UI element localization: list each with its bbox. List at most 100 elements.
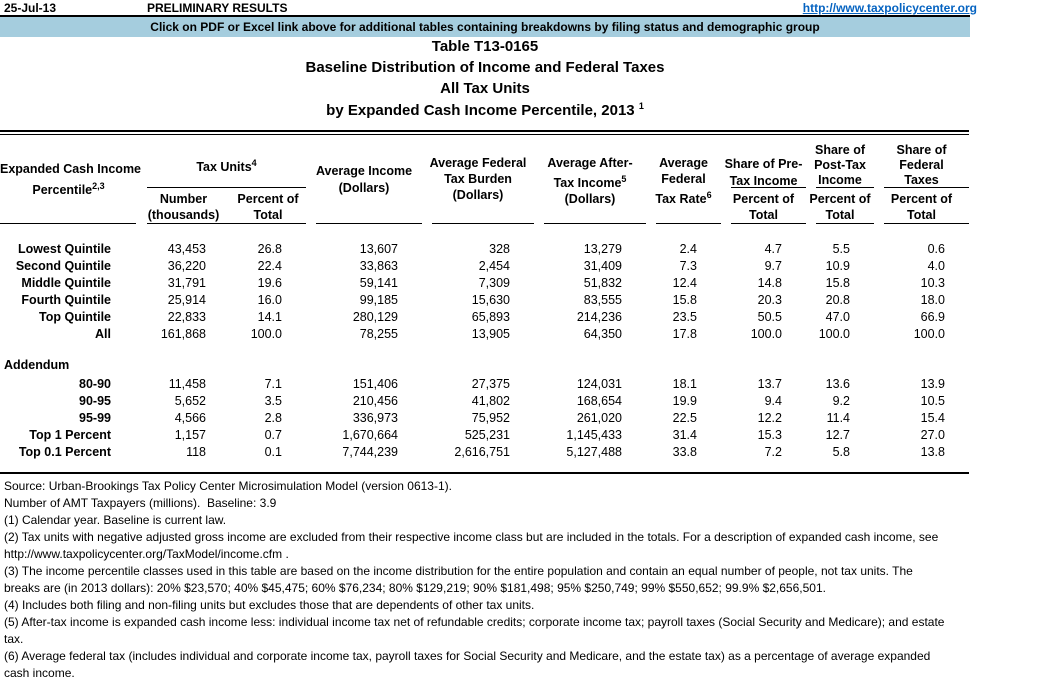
column-header-average-federal-tax-burden: Average Federal Tax Burden (Dollars): [429, 156, 527, 202]
row-label: All: [95, 326, 111, 341]
addendum-rows: 80-90 11,458 7.1 151,406 27,375 124,031 18.1 13…: [0, 375, 969, 460]
column-header-pretax-percent-of-total: Percent of Total: [732, 192, 795, 222]
cell-value: 11,458: [168, 376, 206, 391]
cell-value: 2.4: [679, 241, 697, 256]
footnote: Number of AMT Taxpayers (millions). Base…: [4, 496, 277, 510]
cell-value: 4.7: [764, 241, 782, 256]
cell-value: 100.0: [750, 326, 782, 341]
cell-value: 100.0: [913, 326, 945, 341]
tax-units-group-underline: [147, 187, 306, 188]
cell-value: 168,654: [576, 393, 622, 408]
table-subtitle-text: by Expanded Cash Income Percentile, 2013: [326, 102, 635, 119]
cell-value: 4,566: [174, 410, 206, 425]
cell-value: 15,630: [471, 292, 510, 307]
table-main-title: Baseline Distribution of Income and Fede…: [305, 59, 665, 76]
cell-value: 210,456: [352, 393, 398, 408]
cell-value: 36,220: [167, 258, 206, 273]
table-top-border-inner: [0, 134, 969, 135]
cell-value: 20.8: [825, 292, 850, 307]
table-subtitle-percentile: by Expanded Cash Income Percentile, 2013…: [0, 101, 970, 119]
cell-value: 2.8: [264, 410, 282, 425]
cell-value: 27.0: [920, 427, 945, 442]
cell-value: 4.0: [927, 258, 945, 273]
cell-value: 100.0: [250, 326, 282, 341]
table-bottom-border: [0, 472, 969, 474]
header-underline-rate: [656, 223, 721, 224]
share-pretax-group-underline: [731, 187, 806, 188]
share-fedtax-group-underline: [884, 187, 969, 188]
cell-value: 23.5: [672, 309, 697, 324]
cell-value: 25,914: [167, 292, 206, 307]
cell-value: 100.0: [818, 326, 850, 341]
cell-value: 19.9: [672, 393, 697, 408]
main-rows: Lowest Quintile 43,453 26.8 13,607 328 13,279…: [0, 240, 969, 342]
cell-value: 0.7: [264, 427, 282, 442]
cell-value: 9.4: [764, 393, 782, 408]
group-header-share-posttax-income: Share of Post-Tax Income: [814, 143, 866, 187]
cell-value: 16.0: [257, 292, 282, 307]
cell-value: 75,952: [471, 410, 510, 425]
info-banner: Click on PDF or Excel link above for add…: [0, 15, 970, 37]
cell-value: 43,453: [167, 241, 206, 256]
cell-value: 280,129: [352, 309, 398, 324]
footnote: (4) Includes both filing and non-filing …: [4, 598, 535, 612]
cell-value: 15.8: [825, 275, 850, 290]
footnote-ref-4: 4: [251, 158, 257, 168]
cell-value: 2,454: [478, 258, 510, 273]
cell-value: 65,893: [471, 309, 510, 324]
cell-value: 64,350: [583, 326, 622, 341]
column-header-number-thousands: Number (thousands): [147, 192, 220, 222]
cell-value: 336,973: [352, 410, 398, 425]
footnote-ref-5: 5: [621, 174, 627, 184]
column-header-posttax-percent-of-total: Percent of Total: [809, 192, 871, 222]
footnotes-section: Source: Urban-Brookings Tax Policy Cente…: [4, 478, 1062, 682]
cell-value: 15.8: [672, 292, 697, 307]
footnote: (2) Tax units with negative adjusted gro…: [4, 530, 939, 561]
column-header-average-income: Average Income (Dollars): [315, 164, 413, 195]
report-date: 25-Jul-13: [4, 1, 57, 15]
cell-value: 5,652: [174, 393, 206, 408]
cell-value: 26.8: [257, 241, 282, 256]
cell-value: 15.3: [757, 427, 782, 442]
cell-value: 10.5: [920, 393, 945, 408]
footnote: (6) Average federal tax (includes indivi…: [4, 649, 931, 680]
cell-value: 33.8: [672, 444, 697, 459]
table-top-border-outer: [0, 130, 969, 132]
group-header-share-federal-taxes: Share of Federal Taxes: [896, 143, 947, 187]
cell-value: 78,255: [359, 326, 398, 341]
cell-value: 99,185: [359, 292, 398, 307]
cell-value: 17.8: [672, 326, 697, 341]
cell-value: 0.1: [264, 444, 282, 459]
cell-value: 47.0: [825, 309, 850, 324]
taxpolicycenter-link[interactable]: http://www.taxpolicycenter.org: [802, 1, 977, 15]
cell-value: 12.7: [825, 427, 850, 442]
cell-value: 22.4: [257, 258, 282, 273]
cell-value: 7,309: [478, 275, 510, 290]
cell-value: 14.8: [757, 275, 782, 290]
header-underline-posttax: [816, 223, 874, 224]
footnote: Source: Urban-Brookings Tax Policy Cente…: [4, 479, 452, 493]
cell-value: 0.6: [927, 241, 945, 256]
header-underline-fedtax: [884, 223, 969, 224]
cell-value: 151,406: [352, 376, 398, 391]
cell-value: 328: [489, 241, 510, 256]
row-label: 80-90: [79, 376, 111, 391]
column-header-average-federal-tax-rate: Average Federal Tax Rate6: [655, 156, 712, 207]
header-underline-aftertax: [544, 223, 646, 224]
cell-value: 2,616,751: [454, 444, 510, 459]
row-label: Middle Quintile: [21, 275, 111, 290]
footnote-ref-6: 6: [706, 190, 712, 200]
cell-value: 161,868: [160, 326, 206, 341]
cell-value: 20.3: [757, 292, 782, 307]
cell-value: 59,141: [359, 275, 398, 290]
row-label: Top 1 Percent: [29, 427, 111, 442]
cell-value: 9.2: [832, 393, 850, 408]
column-header-income-percentile: Expanded Cash Income Percentile2,3: [0, 162, 142, 198]
cell-value: 10.9: [825, 258, 850, 273]
cell-value: 1,145,433: [566, 427, 622, 442]
cell-value: 13.6: [825, 376, 850, 391]
cell-value: 22,833: [167, 309, 206, 324]
header-underline-avg-income: [316, 223, 422, 224]
cell-value: 18.0: [920, 292, 945, 307]
row-label: Top 0.1 Percent: [18, 444, 111, 459]
